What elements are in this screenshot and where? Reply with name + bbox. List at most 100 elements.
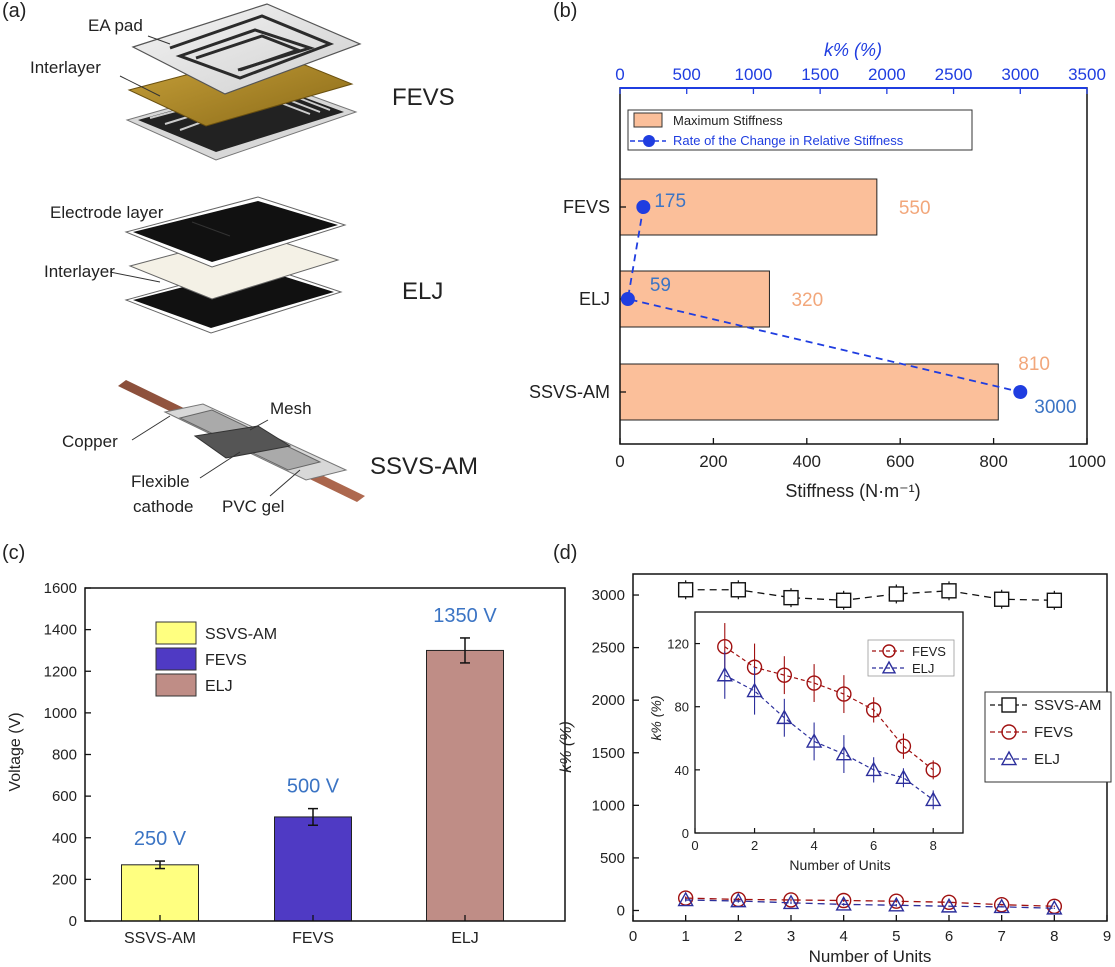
inset-point-elj: [776, 709, 793, 725]
voltage-value-label: 500 V: [287, 776, 340, 798]
inset-ylabel: k% (%): [648, 695, 664, 740]
x-tick-label: 6: [945, 928, 953, 945]
inset-point-fevs: [776, 667, 793, 683]
x-tick-label: 0: [615, 452, 624, 471]
inset-y-tick-label: 40: [675, 763, 689, 778]
legend-label-elj: ELJ: [1034, 751, 1060, 768]
y-tick-label: 0: [617, 902, 625, 919]
panel-d-y-axis: 0 500 1000 1500 2000 2500 3000: [592, 587, 639, 919]
point-ssvs-am: [677, 582, 694, 598]
panel-d-label: (d): [553, 542, 578, 564]
point-ssvs-am: [835, 592, 852, 608]
panel-a-label: (a): [2, 0, 27, 22]
panel-b-xlabel: Stiffness (N·m⁻¹): [785, 481, 920, 501]
inset-xlabel: Number of Units: [789, 857, 890, 873]
inset-point-fevs: [925, 762, 941, 778]
inset-series: [716, 623, 942, 810]
inset-y-tick-label: 120: [667, 637, 689, 652]
ssvs-am-device: [118, 380, 365, 502]
top-tick-label: 3000: [1001, 65, 1039, 84]
series-line-elj: [685, 899, 1055, 909]
inset-point-fevs: [836, 686, 852, 702]
x-tick-label: 5: [892, 928, 900, 945]
x-tick-label: ELJ: [451, 930, 479, 947]
top-tick-label: 3500: [1068, 65, 1106, 84]
callout-cathode: cathode: [133, 497, 194, 516]
inset-x-tick-label: 2: [751, 838, 758, 853]
device-name-ssvs-am: SSVS-AM: [370, 453, 479, 480]
top-tick-label: 1500: [801, 65, 839, 84]
callout-flexible: Flexible: [131, 472, 190, 491]
inset-y-tick-label: 80: [675, 700, 689, 715]
legend-label-fevs: FEVS: [1034, 724, 1073, 741]
callout-electrode-layer: Electrode layer: [50, 203, 164, 222]
stiffness-value-label: 810: [1018, 354, 1050, 375]
point-elj: [782, 894, 800, 910]
panel-d-x-axis: 0 1 2 3 4 5 6 7 8 9: [629, 915, 1111, 945]
y-tick-label: 2000: [592, 692, 625, 709]
point-ssvs-am: [783, 589, 799, 606]
point-fevs: [783, 892, 799, 908]
point-elj: [888, 896, 905, 912]
series-line-ssvs-am: [685, 589, 1055, 601]
top-tick-label: 500: [673, 65, 701, 84]
callout-fevs-interlayer: Interlayer: [30, 58, 101, 77]
inset-legend-marker-fevs: [882, 644, 896, 658]
voltage-value-label: 250 V: [134, 828, 187, 850]
x-tick-label: 1: [681, 928, 689, 945]
panel-c-x-axis: SSVS-AM FEVS ELJ: [124, 915, 479, 947]
point-fevs: [993, 897, 1010, 913]
panel-c-ylabel: Voltage (V): [7, 712, 24, 791]
x-tick-label: 4: [839, 928, 847, 945]
inset-point-fevs: [865, 702, 882, 718]
legend-marker-ssvs-am: [1001, 697, 1017, 713]
y-tick-label: 1600: [44, 580, 77, 597]
x-tick-label: 200: [699, 452, 727, 471]
y-tick-label: 200: [52, 871, 77, 888]
panel-c-chart: 250 V 500 V 1350 V 0 200 400 600 800 1000 1200 14…: [7, 580, 566, 947]
inset-y-tick-label: 0: [682, 826, 689, 841]
inset-point-fevs: [895, 738, 912, 754]
x-tick-label: 600: [886, 452, 914, 471]
inset-legend-label-fevs: FEVS: [912, 644, 946, 659]
inset-point-elj: [925, 791, 942, 807]
panel-b-legend: Maximum Stiffness Rate of the Change in …: [627, 109, 973, 151]
callout-lines: [109, 35, 301, 497]
rate-point-fevs: [636, 200, 651, 214]
fevs-ea-pad: [131, 3, 362, 95]
y-tick-label: 1000: [44, 705, 77, 722]
point-elj: [835, 895, 852, 911]
inset-point-elj: [746, 682, 763, 698]
category-label-fevs: FEVS: [563, 197, 610, 217]
panel-d-legend: SSVS-AM FEVS ELJ: [984, 691, 1112, 783]
top-tick-label: 0: [615, 65, 624, 84]
rate-value-label: 59: [650, 275, 671, 296]
stiffness-value-label: 550: [899, 198, 931, 219]
top-tick-label: 2500: [935, 65, 973, 84]
inset-point-elj: [805, 733, 823, 748]
point-ssvs-am: [941, 583, 957, 599]
rate-value-label: 3000: [1034, 397, 1076, 418]
inset-point-elj: [716, 666, 733, 682]
inset-point-elj: [895, 769, 912, 785]
panel-b-top-axis: 0 500 1000 1500 2000 2500 3000 3500: [615, 65, 1106, 94]
y-tick-label: 1500: [592, 745, 625, 762]
stiffness-value-label: 320: [791, 290, 823, 311]
point-elj: [993, 898, 1010, 914]
panel-b-left-axis: FEVS ELJ SSVS-AM: [529, 197, 626, 402]
point-fevs: [888, 893, 905, 909]
point-fevs: [835, 892, 852, 909]
inset-line-elj: [724, 674, 934, 801]
panel-b-top-label: k% (%): [824, 40, 882, 60]
callout-copper: Copper: [62, 432, 118, 451]
inset-x-tick-label: 4: [810, 838, 817, 853]
elj-layers: [124, 196, 347, 334]
rate-point-elj: [620, 292, 635, 306]
category-label-elj: ELJ: [579, 289, 610, 309]
inset-x-tick-label: 8: [930, 838, 937, 853]
panel-d-series: [677, 580, 1063, 915]
rate-point-ssvs-am: [1013, 385, 1028, 399]
x-tick-label: 8: [1050, 928, 1058, 945]
point-fevs: [941, 894, 957, 910]
